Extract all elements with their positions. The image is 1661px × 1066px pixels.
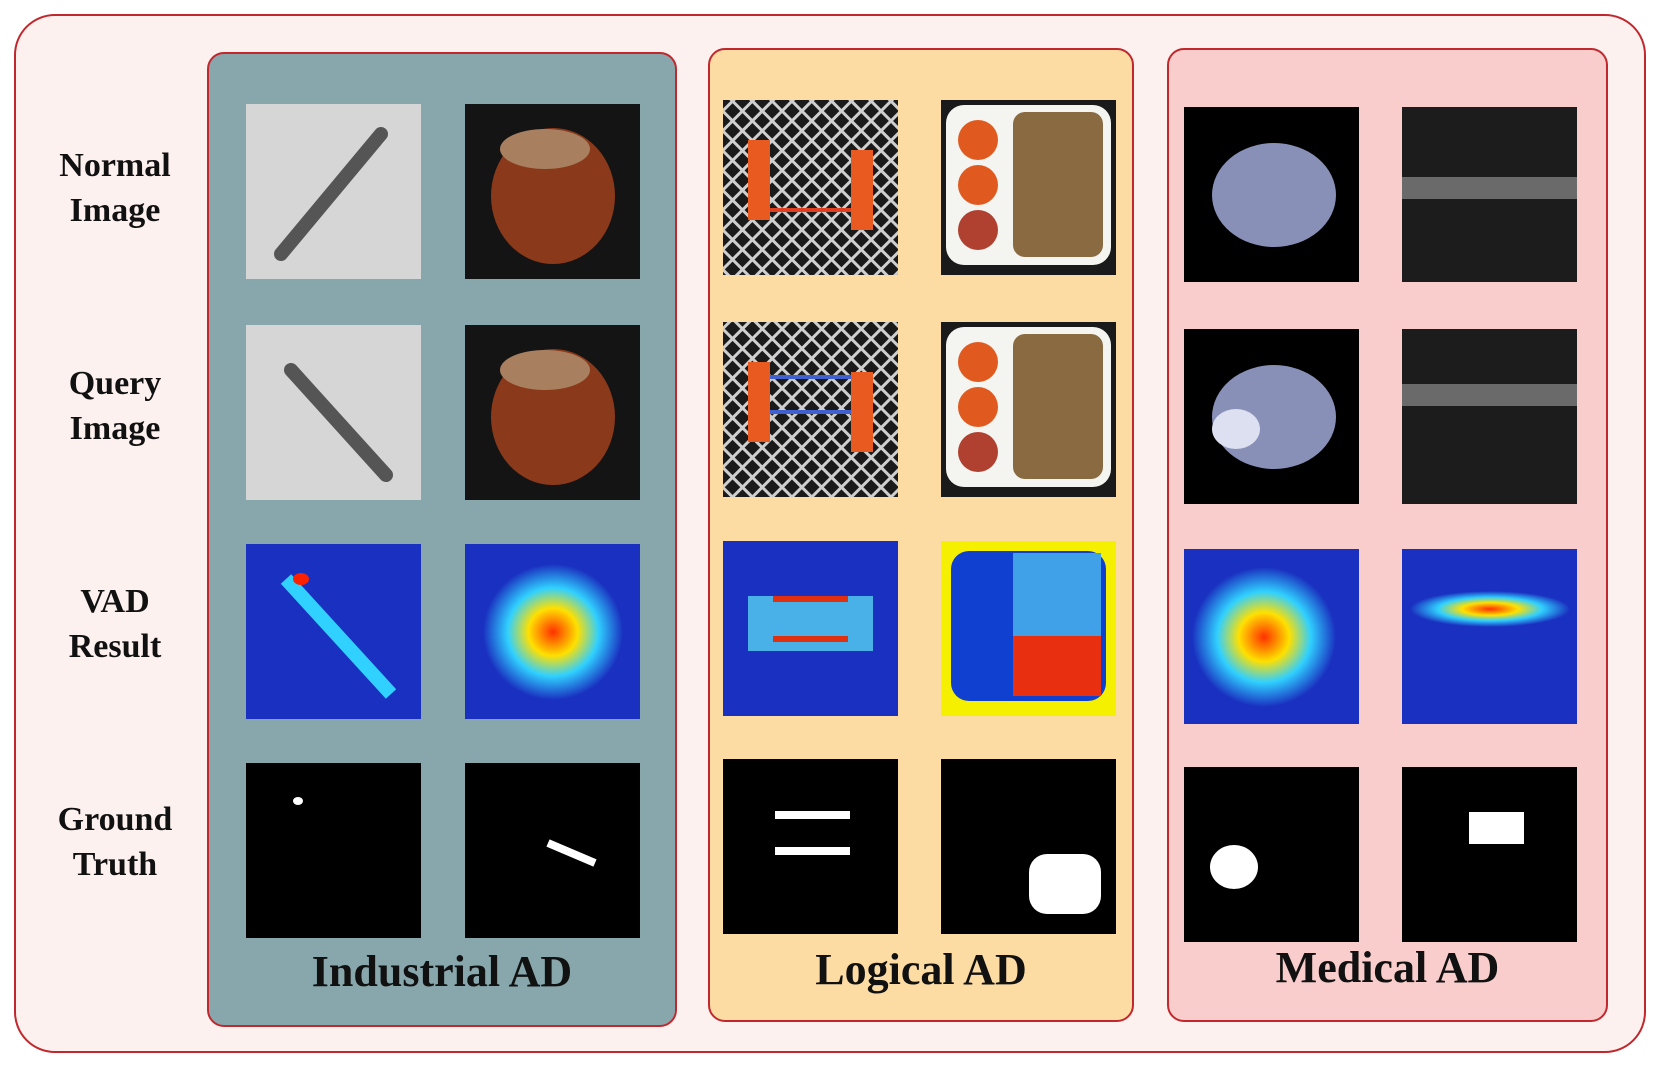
fruit	[958, 432, 998, 472]
panel-title: Medical AD	[1276, 943, 1500, 992]
heat-shape	[280, 574, 397, 699]
granola	[1013, 334, 1103, 479]
brain	[1212, 143, 1336, 247]
row-label: Result	[69, 628, 162, 665]
image-cell	[723, 100, 898, 275]
heat-shape	[748, 596, 873, 651]
retina-band	[1402, 384, 1577, 406]
heat-shape	[483, 564, 623, 700]
image-cell	[465, 544, 640, 719]
mask-blob	[775, 847, 850, 855]
mask-blob	[546, 839, 597, 867]
row-label: VAD	[80, 583, 149, 620]
row-label: Image	[70, 192, 161, 229]
heat-line	[773, 596, 848, 602]
mask-bg	[465, 763, 640, 938]
panel-title: Industrial AD	[312, 947, 572, 996]
mask-blob	[1029, 854, 1101, 914]
connector	[748, 362, 770, 442]
image-cell	[723, 759, 898, 934]
heat-region	[1013, 553, 1101, 643]
row-label: Normal	[59, 147, 170, 184]
image-cell	[1184, 329, 1359, 504]
heat-line	[773, 636, 848, 642]
row-label: Image	[70, 410, 161, 447]
fruit	[958, 210, 998, 250]
fruit	[958, 120, 998, 160]
image-cell	[1402, 767, 1577, 942]
photo-bg	[1402, 329, 1577, 504]
image-cell	[465, 104, 640, 279]
image-cell	[723, 322, 898, 497]
connector	[748, 140, 770, 220]
mask-blob	[293, 797, 303, 805]
image-cell	[941, 541, 1116, 716]
heatmap-bg	[1402, 549, 1577, 724]
heat-region	[1013, 636, 1101, 696]
panel-title: Logical AD	[815, 945, 1026, 994]
image-cell	[246, 763, 421, 938]
hazelnut-cap	[500, 350, 590, 390]
connector	[851, 150, 873, 230]
image-cell	[941, 100, 1116, 275]
mask-bg	[246, 763, 421, 938]
image-cell	[465, 763, 640, 938]
image-cell	[723, 541, 898, 716]
image-cell	[246, 325, 421, 500]
fruit	[958, 387, 998, 427]
image-cell	[1402, 329, 1577, 504]
heat-spot	[293, 573, 309, 585]
image-cell	[1184, 767, 1359, 942]
image-cell	[1184, 549, 1359, 724]
connector	[851, 372, 873, 452]
wire	[770, 375, 851, 414]
image-cell	[1184, 107, 1359, 282]
mask-bg	[1402, 767, 1577, 942]
image-cell	[941, 322, 1116, 497]
retina-band	[1402, 177, 1577, 199]
row-label: Query	[69, 365, 162, 402]
mask-bg	[723, 759, 898, 934]
heat-shape	[1192, 567, 1336, 707]
granola	[1013, 112, 1103, 257]
screw	[284, 363, 393, 482]
mask-blob	[1469, 812, 1524, 844]
row-label: Ground	[58, 801, 173, 838]
fruit	[958, 342, 998, 382]
screw	[274, 127, 388, 261]
mask-bg	[1184, 767, 1359, 942]
heat-shape	[1410, 591, 1570, 627]
image-cell	[246, 544, 421, 719]
image-cell	[1402, 549, 1577, 724]
mask-blob	[1210, 845, 1258, 889]
hazelnut-cap	[500, 129, 590, 169]
mask-blob	[775, 811, 850, 819]
fruit	[958, 165, 998, 205]
row-label: Truth	[73, 846, 157, 883]
lesion	[1212, 409, 1260, 449]
image-cell	[246, 104, 421, 279]
image-cell	[1402, 107, 1577, 282]
image-cell	[941, 759, 1116, 934]
image-cell	[465, 325, 640, 500]
